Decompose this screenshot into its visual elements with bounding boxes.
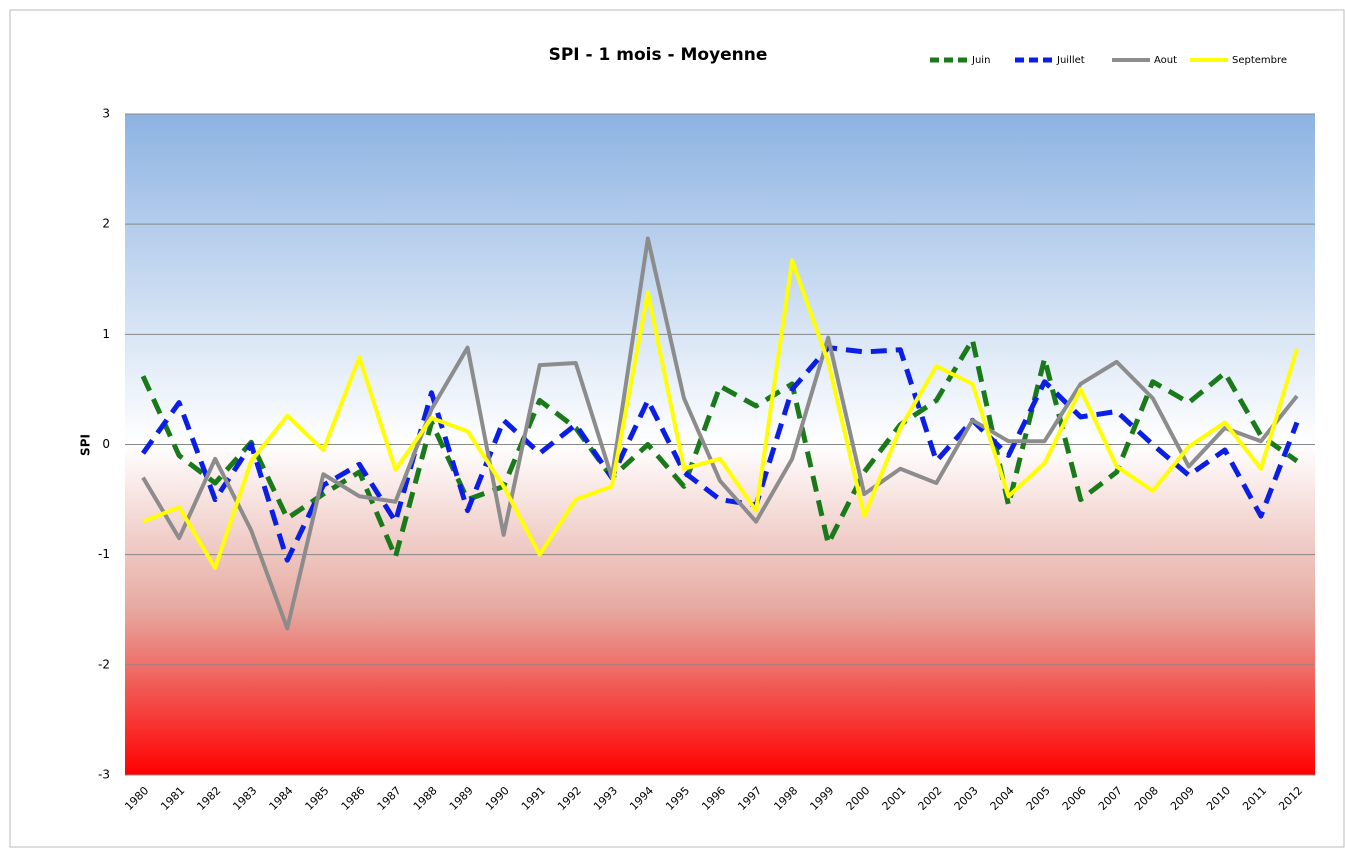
legend-label: Juin — [971, 55, 990, 66]
y-tick-label: -1 — [98, 547, 110, 561]
legend-label: Septembre — [1232, 55, 1287, 66]
y-tick-label: -3 — [98, 768, 110, 782]
y-tick-label: -2 — [98, 657, 110, 671]
y-tick-label: 1 — [102, 327, 110, 341]
chart-title: SPI - 1 mois - Moyenne — [549, 45, 768, 65]
y-tick-label: 3 — [102, 107, 110, 121]
y-tick-label: 0 — [102, 437, 110, 451]
y-tick-label: 2 — [102, 217, 110, 231]
legend-label: Aout — [1154, 55, 1177, 66]
y-axis-label: SPI — [79, 434, 93, 456]
series-line — [141, 236, 1299, 631]
series-line — [140, 345, 1300, 563]
series-line — [140, 337, 1299, 560]
series-line — [142, 258, 1299, 570]
legend-label: Juillet — [1056, 55, 1085, 66]
